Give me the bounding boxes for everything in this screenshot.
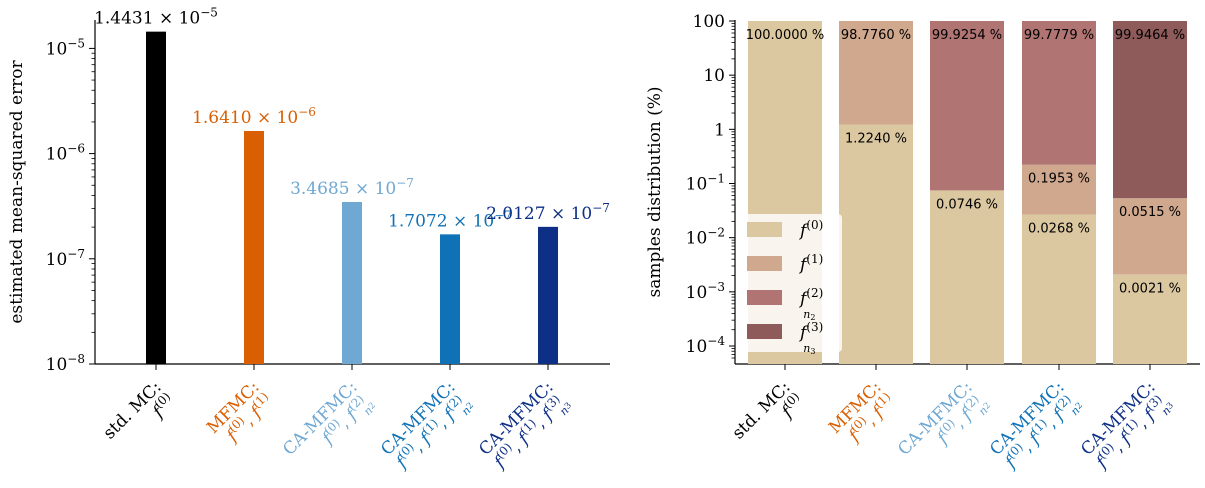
legend-swatch	[747, 256, 782, 271]
x-tick-label-line2: f(0), f(1), f(2) n2	[998, 389, 1086, 477]
legend: f(0) f(1) f(2) n2f(3) n3	[741, 214, 842, 356]
y-tick-label: 10−3	[686, 280, 725, 303]
bar	[440, 234, 460, 364]
x-tick-label: std. MC:f(0)	[99, 377, 173, 443]
data-label: 0.0746 %	[936, 197, 998, 212]
x-tick-label-line2: f(0), f(1), f(3) n3	[1089, 389, 1177, 477]
bar	[342, 201, 362, 364]
bar-segment	[1022, 164, 1096, 215]
data-label: 1.2240 %	[845, 132, 907, 147]
data-label: 0.0021 %	[1119, 281, 1181, 296]
bar-segment	[930, 21, 1004, 191]
data-label: 99.9464 %	[1115, 28, 1185, 43]
y-tick-label: 10−4	[686, 334, 726, 357]
mse-chart: 10−8 10−7 10−6 10−5 estimated mean-squared e…	[7, 6, 610, 477]
y-axis-label: samples distribution (%)	[645, 86, 665, 297]
bar-segment	[1022, 21, 1096, 165]
x-tick-label: CA-MFMC:f(0), f(1), f(2) n2	[377, 377, 477, 477]
value-label: 1.6410 × 10−6	[192, 105, 316, 128]
legend-swatch	[747, 290, 782, 305]
x-tick-label-line2: f(0), f(1)	[220, 389, 278, 447]
samples-distribution-chart: 10−4 10−3 10−2 10−1 1 10 100 samples distributi…	[645, 12, 1200, 477]
legend-swatch	[747, 324, 782, 339]
x-tick-label-line2: f(0), f(2) n2	[930, 389, 994, 453]
bar	[244, 130, 264, 364]
bar-segment	[839, 21, 913, 125]
legend-label: f(1)	[798, 252, 823, 275]
data-label: 0.1953 %	[1028, 172, 1090, 187]
legend-label: f(0)	[798, 218, 823, 241]
x-tick-label: CA-MFMC:f(0), f(1), f(3) n3	[475, 377, 574, 474]
legend-box	[741, 214, 842, 352]
y-tick-label: 100	[693, 12, 725, 32]
bar	[538, 226, 558, 364]
y-tick-label: 10−8	[46, 352, 85, 375]
data-label: 98.7760 %	[841, 28, 911, 43]
legend-swatch	[747, 222, 782, 237]
bar	[146, 31, 166, 364]
x-tick-label: MFMC:f(0), f(1)	[825, 377, 893, 447]
y-tick-label: 10−7	[46, 247, 85, 270]
y-tick-label: 10−2	[686, 226, 725, 249]
data-label: 0.0268 %	[1028, 221, 1090, 236]
value-label: 3.4685 × 10−7	[290, 176, 414, 199]
x-tick-label-line2: f(0), f(1), f(2) n2	[389, 389, 477, 477]
y-axis-label: estimated mean-squared error	[7, 59, 27, 323]
bar-segment	[930, 190, 1004, 364]
data-label: 99.7779 %	[1024, 28, 1094, 43]
y-tick-label: 10−1	[686, 172, 725, 195]
x-tick-label: std. MC:f(0)	[728, 377, 802, 443]
data-label: 0.0515 %	[1119, 205, 1181, 220]
value-label: 1.7072 × 10−7	[388, 208, 512, 231]
bar-segment	[1022, 214, 1096, 364]
x-tick-label: MFMC:f(0), f(1)	[203, 377, 278, 447]
x-tick-label: CA-MFMC:f(0), f(2) n2	[279, 377, 378, 459]
y-tick-label: 1	[714, 120, 725, 140]
x-tick-label: CA-MFMC:f(0), f(1), f(3) n3	[1077, 377, 1177, 477]
value-label: 2.0127 × 10−7	[486, 201, 610, 224]
y-tick-label: 10	[703, 66, 725, 86]
x-tick-label: CA-MFMC:f(0), f(1), f(2) n2	[986, 377, 1086, 477]
legend-label: f(2) n2	[798, 286, 823, 322]
bar-segment	[1113, 198, 1187, 275]
y-tick-label: 10−5	[46, 36, 85, 59]
bar-segment	[1113, 21, 1187, 199]
y-tick-label: 10−6	[46, 142, 85, 165]
data-label: 100.0000 %	[746, 28, 825, 43]
legend-label: f(3) n3	[798, 320, 823, 356]
value-label: 1.4431 × 10−5	[94, 6, 218, 29]
x-tick-label: CA-MFMC:f(0), f(2) n2	[894, 377, 994, 459]
data-label: 99.9254 %	[932, 28, 1002, 43]
bar-segment	[839, 124, 913, 364]
bar-segment	[1113, 274, 1187, 364]
